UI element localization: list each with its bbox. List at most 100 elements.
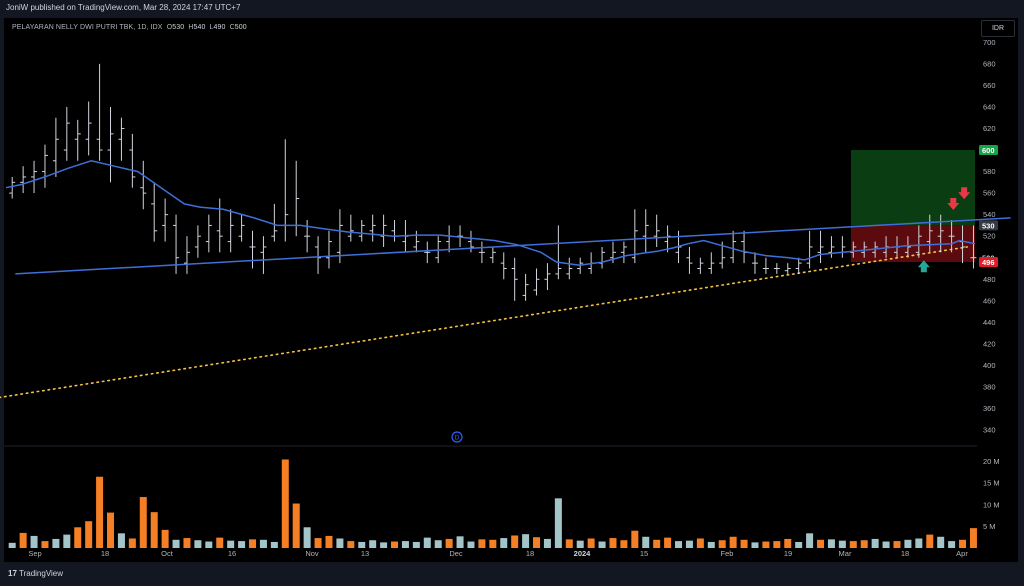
price-tick-label: 360 [983,404,996,413]
ohlc-bar [63,106,70,161]
volume-bar [533,537,541,548]
volume-bar [565,539,573,548]
ohlc-bar [555,225,562,280]
time-tick-label: Sep [28,549,41,558]
dotted-support-line [0,246,969,399]
volume-bar [314,538,322,548]
ohlc-bar [904,236,911,258]
ohlc-bar [751,252,758,274]
footer-bar [0,564,1024,586]
price-tick-label: 560 [983,189,996,198]
price-tick-label: 340 [983,426,996,435]
ohlc-bar [304,220,311,253]
trendline [15,217,1011,275]
volume-bar [434,540,442,548]
volume-bar [19,532,27,548]
volume-bar [500,538,508,548]
ohlc-bar [773,263,780,274]
volume-tick-label: 10 M [983,500,1000,509]
ohlc-bar [325,230,332,269]
volume-bar [696,538,704,548]
ohlc-bar [194,225,201,258]
ohlc-bar [948,220,955,253]
price-tag-stop: 496 [979,257,998,268]
volume-bar [685,540,693,548]
event-marker-label: D [455,435,460,442]
time-tick-label: 13 [361,549,369,558]
volume-bar [117,533,125,548]
volume-bar [380,542,388,548]
legend-l-value: 490 [213,24,226,31]
legend-h-label: H [188,24,194,31]
price-tag-target: 600 [979,145,998,156]
ohlc-bar [347,214,354,242]
volume-bar [871,538,879,548]
ohlc-bar [96,63,103,161]
volume-bar [423,537,431,548]
volume-bar [150,512,158,548]
ohlc-bar [708,252,715,274]
legend-c-label: C [229,24,235,31]
chart-frame[interactable] [4,18,1018,562]
price-tag-box [979,220,998,231]
volume-bar [358,541,366,548]
price-tick-label: 440 [983,318,996,327]
volume-bar [893,541,901,548]
ohlc-bar [446,225,453,253]
volume-bar [959,539,967,548]
volume-bar [325,535,333,548]
ohlc-bar [336,209,343,264]
volume-bar [489,539,497,548]
volume-bar [161,529,169,548]
volume-bar [773,541,781,548]
legend-o-value: 530 [172,24,185,31]
time-tick-label: Feb [721,549,734,558]
currency-button[interactable]: IDR [981,20,1015,37]
legend-l-label: L [209,24,214,31]
volume-bar [937,536,945,548]
price-tag-box [979,145,998,156]
ohlc-bar [162,198,169,242]
time-tick-label: 19 [784,549,792,558]
volume-bar [205,541,213,548]
ohlc-bar [926,214,933,253]
ohlc-bar [806,230,813,269]
volume-bar [511,535,519,548]
price-tick-label: 460 [983,296,996,305]
time-tick-label: 2024 [574,549,592,558]
ohlc-bar [828,236,835,258]
ohlc-bar [271,203,278,242]
volume-bar [412,541,420,548]
volume-bar [631,530,639,548]
ohlc-bar [533,268,540,296]
price-tick-label: 420 [983,339,996,348]
ohlc-bar [566,257,573,280]
volume-bar [969,528,977,548]
symbol-name: PELAYARAN NELLY DWI PUTRI TBK, 1D, IDX [12,24,163,31]
ohlc-bar [599,246,606,269]
ohlc-bar [380,214,387,247]
time-tick-label: 16 [228,549,236,558]
legend-h-value: 540 [193,24,206,31]
tradingview-logo: 17 TradingView [8,569,63,578]
ohlc-bar [205,214,212,253]
volume-bar [183,538,191,548]
volume-axis: 5 M 10 M 15 M 20 M [983,457,1000,531]
ohlc-bar [937,214,944,253]
volume-bar [347,541,355,548]
volume-bar [915,538,923,548]
volume-tick-label: 5 M [983,522,996,531]
volume-bar [85,521,93,548]
ohlc-bar [511,257,518,301]
time-tick-label: 15 [640,549,648,558]
ohlc-bar [850,241,857,258]
ohlc-bar [129,133,136,188]
volume-bar [74,527,82,548]
ohlc-bar [817,230,824,264]
volume-bar [948,541,956,548]
volume-bar [259,539,267,548]
time-tick-label: 18 [526,549,534,558]
volume-bar [707,541,715,548]
legend-o-label: O [166,24,173,31]
